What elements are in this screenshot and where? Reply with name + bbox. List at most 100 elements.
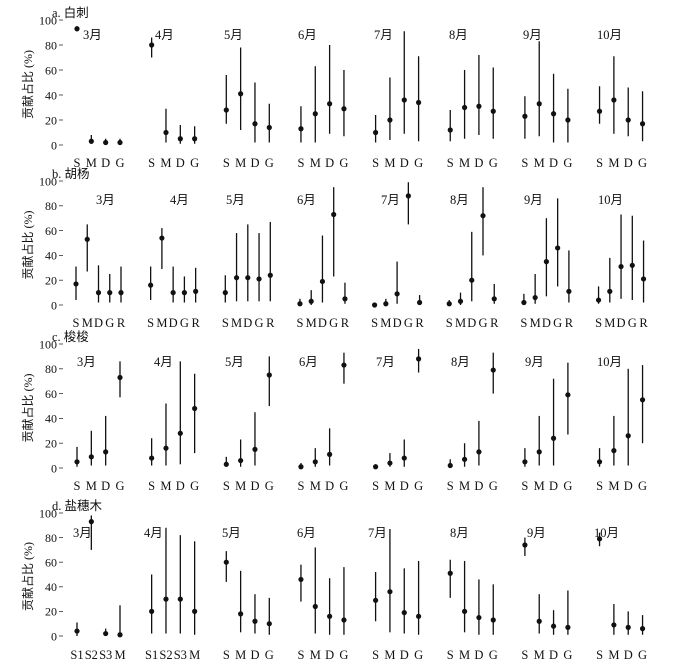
x-tick-label: R — [191, 316, 200, 330]
panel-month-label: 3月 — [77, 355, 96, 369]
data-point — [457, 298, 464, 304]
x-tick-label: M — [235, 479, 246, 493]
data-point — [327, 101, 333, 107]
x-tick-label: S — [596, 479, 603, 493]
x-tick-label: S — [372, 479, 379, 493]
data-point — [447, 462, 453, 469]
x-tick-label: S — [73, 316, 80, 330]
y-tick-label: 20 — [45, 274, 57, 288]
data-point — [522, 542, 528, 548]
x-tick-label: M — [160, 479, 171, 493]
x-tick-label: R — [341, 316, 350, 330]
data-point — [73, 281, 79, 287]
data-point — [223, 107, 229, 113]
data-point — [387, 589, 393, 595]
x-tick-label: G — [489, 156, 498, 170]
data-point — [88, 454, 94, 460]
y-tick-label: 20 — [45, 113, 57, 127]
panel-month-label: 6月 — [299, 355, 318, 369]
x-tick-label: M — [156, 316, 167, 330]
data-point — [252, 121, 258, 127]
data-point — [88, 519, 94, 525]
data-point — [595, 297, 602, 303]
x-tick-label: D — [624, 156, 633, 170]
panel-month-label: 6月 — [298, 28, 317, 42]
data-point — [103, 139, 109, 146]
x-tick-label: S — [223, 156, 230, 170]
data-point — [193, 288, 199, 294]
x-tick-label: S — [520, 316, 527, 330]
x-tick-label: D — [542, 316, 551, 330]
data-point — [417, 299, 423, 306]
data-point — [148, 282, 154, 288]
data-point — [625, 117, 631, 123]
x-tick-label: D — [325, 479, 334, 493]
x-tick-label: D — [467, 316, 476, 330]
x-tick-label: M — [534, 648, 545, 662]
x-tick-label: D — [474, 648, 483, 662]
x-tick-label: S1 — [145, 648, 158, 662]
x-tick-label: S1 — [70, 648, 83, 662]
data-point — [117, 632, 123, 638]
data-point — [252, 446, 258, 452]
panel-month-label: 8月 — [450, 193, 469, 207]
y-tick-label: 40 — [45, 88, 57, 102]
data-point — [461, 456, 468, 462]
panel-month-label: 5月 — [225, 355, 244, 369]
data-point — [405, 193, 411, 199]
y-axis-label: 贡献占比 (%) — [20, 374, 35, 443]
x-tick-label: G — [563, 648, 572, 662]
data-point — [312, 111, 318, 117]
data-point — [238, 457, 244, 464]
data-point — [298, 464, 304, 470]
y-axis-label: 贡献占比 (%) — [20, 50, 35, 119]
data-point — [532, 294, 538, 301]
x-tick-label: S — [147, 316, 154, 330]
x-tick-label: M — [235, 648, 246, 662]
data-point — [163, 596, 169, 602]
x-tick-label: D — [176, 156, 185, 170]
y-axis-label: 贡献占比 (%) — [20, 211, 35, 280]
data-point — [298, 126, 304, 132]
panel-month-label: 10月 — [598, 193, 623, 207]
x-tick-label: M — [608, 479, 619, 493]
x-tick-label: G — [255, 316, 264, 330]
x-tick-label: G — [404, 316, 413, 330]
data-point — [149, 608, 155, 615]
x-tick-label: S2 — [85, 648, 98, 662]
data-point — [476, 614, 482, 621]
data-point — [107, 290, 113, 296]
data-point — [312, 459, 318, 465]
x-tick-label: G — [339, 156, 348, 170]
x-tick-label: S — [521, 479, 528, 493]
data-point — [476, 103, 482, 109]
x-tick-label: M — [310, 156, 321, 170]
x-tick-label: D — [474, 479, 483, 493]
x-tick-label: M — [608, 648, 619, 662]
data-point — [596, 459, 603, 465]
row-title: c. 梭梭 — [52, 329, 89, 344]
data-point — [550, 623, 557, 629]
x-tick-label: S — [297, 156, 304, 170]
x-tick-label: G — [115, 479, 124, 493]
y-tick-label: 100 — [39, 13, 57, 27]
data-point — [95, 290, 102, 296]
x-tick-label: M — [530, 316, 541, 330]
x-tick-label: M — [189, 648, 200, 662]
panel-month-label: 4月 — [154, 355, 173, 369]
data-point — [383, 301, 389, 307]
x-tick-label: S — [372, 156, 379, 170]
x-tick-label: M — [82, 316, 93, 330]
data-point — [491, 296, 497, 302]
x-tick-label: S — [74, 156, 81, 170]
x-tick-label: M — [384, 156, 395, 170]
data-point — [256, 276, 262, 282]
x-tick-label: D — [250, 479, 259, 493]
x-tick-label: S — [447, 648, 454, 662]
panel-month-label: 6月 — [297, 526, 316, 540]
data-point — [625, 624, 631, 630]
data-point — [416, 99, 422, 106]
x-tick-label: G — [489, 648, 498, 662]
data-point — [522, 113, 528, 119]
